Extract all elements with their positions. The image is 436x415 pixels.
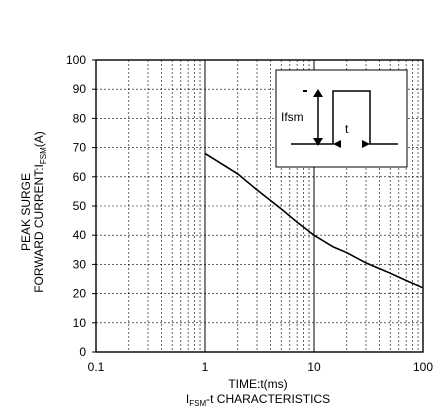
inset-diagram: Ifsm t xyxy=(276,70,407,167)
y-tick-label: 0 xyxy=(79,345,86,359)
chart-caption: IFSM-t CHARACTERISTICS xyxy=(186,392,330,408)
y-tick-labels: 0 10 20 30 40 50 60 70 80 90 100 xyxy=(66,53,96,359)
y-tick-label: 20 xyxy=(73,287,87,301)
y-tick-label: 10 xyxy=(73,316,87,330)
x-tick-label: 100 xyxy=(413,360,433,374)
y-tick-label: 50 xyxy=(73,199,87,213)
x-tick-labels: 0.1 1 10 100 xyxy=(88,360,434,374)
x-tick-label: 10 xyxy=(307,360,321,374)
y-label-line1: PEAK SURGE xyxy=(19,173,33,251)
y-tick-label: 30 xyxy=(73,257,87,271)
x-tick-label: 1 xyxy=(202,360,209,374)
y-axis-label: PEAK SURGE FORWARD CURRENT:IFSM(A) xyxy=(19,131,48,293)
y-label-line2: FORWARD CURRENT:IFSM(A) xyxy=(32,131,48,293)
y-tick-label: 40 xyxy=(73,228,87,242)
x-axis-label: TIME:t(ms) xyxy=(228,377,287,391)
y-tick-label: 80 xyxy=(73,111,87,125)
y-tick-label: 90 xyxy=(73,82,87,96)
y-tick-label: 70 xyxy=(73,141,87,155)
y-tick-label: 60 xyxy=(73,170,87,184)
y-tick-label: 100 xyxy=(66,53,86,67)
x-tick-label: 0.1 xyxy=(88,360,105,374)
inset-ifsm-label: Ifsm xyxy=(281,110,304,124)
